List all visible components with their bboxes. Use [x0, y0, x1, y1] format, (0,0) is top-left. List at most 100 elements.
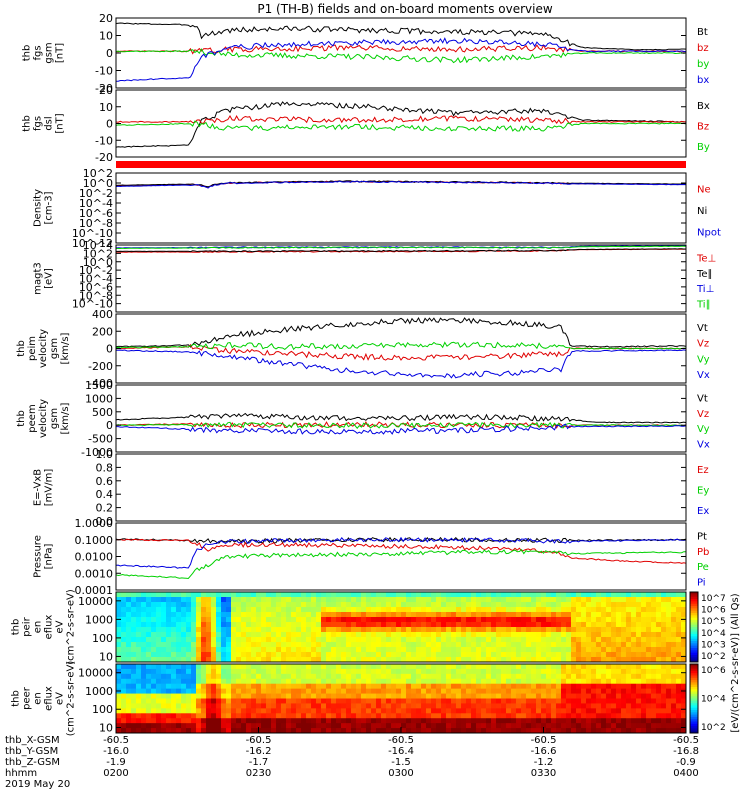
spectrogram-cell [331, 708, 337, 714]
spectrogram-cell [551, 708, 557, 714]
spectrogram-cell [541, 632, 547, 638]
spectrogram-cell [491, 693, 497, 699]
spectrogram-cell [571, 597, 577, 603]
spectrogram-cell [236, 673, 242, 680]
spectrogram-cell [511, 657, 517, 663]
spectrogram-cell [201, 673, 207, 680]
spectrogram-cell [156, 668, 162, 675]
spectrogram-cell [346, 664, 352, 670]
spectrogram-cell [491, 664, 497, 670]
spectrogram-cell [511, 728, 517, 734]
series-line-Pe [115, 548, 687, 580]
spectrogram-cell [596, 597, 602, 603]
spectrogram-cell [536, 673, 542, 680]
spectrogram-cell [496, 627, 502, 633]
spectrogram-cell [261, 617, 267, 623]
spectrogram-cell [491, 617, 497, 623]
spectrogram-cell [291, 642, 297, 648]
spectrogram-cell [631, 664, 637, 670]
spectrogram-cell [406, 668, 412, 675]
spectrogram-cell [221, 728, 227, 734]
colorbar-cell [690, 710, 698, 713]
spectrogram-cell [236, 688, 242, 694]
spectrogram-cell [511, 678, 517, 685]
spectrogram-cell [531, 612, 537, 618]
spectrogram-cell [476, 612, 482, 618]
spectrogram-cell [676, 642, 682, 648]
spectrogram-cell [446, 664, 452, 670]
spectrogram-cell [556, 718, 562, 724]
spectrogram-cell [576, 637, 582, 643]
spectrogram-cell [681, 642, 687, 648]
spectrogram-cell [561, 713, 567, 719]
spectrogram-cell [301, 617, 307, 623]
spectrogram-cell [251, 664, 257, 670]
spectrogram-cell [446, 703, 452, 709]
spectrogram-cell [441, 723, 447, 729]
spectrogram-cell [176, 607, 182, 613]
spectrogram-cell [226, 657, 232, 663]
spectrogram-cell [516, 597, 522, 603]
spectrogram-cell [281, 713, 287, 719]
spectrogram-cell [431, 718, 437, 724]
spectrogram-cell [216, 693, 222, 699]
spectrogram-cell [216, 612, 222, 618]
spectrogram-cell [271, 632, 277, 638]
spectrogram-cell [346, 723, 352, 729]
spectrogram-cell [191, 703, 197, 709]
spectrogram-cell [611, 683, 617, 690]
spectrogram-cell [131, 657, 137, 663]
spectrogram-cell [366, 698, 372, 704]
spectrogram-cell [311, 622, 317, 628]
spectrogram-cell [516, 723, 522, 729]
spectrogram-cell [431, 632, 437, 638]
spectrogram-cell [666, 673, 672, 680]
spectrogram-cell [631, 592, 637, 598]
x-tick-label: 0200 [103, 768, 128, 779]
spectrogram-cell [166, 652, 172, 658]
spectrogram-cell [336, 688, 342, 694]
spectrogram-cell [311, 678, 317, 685]
spectrogram-cell [606, 612, 612, 618]
spectrogram-cell [616, 708, 622, 714]
spectrogram-cell [141, 622, 147, 628]
y-axis-label-line: Density [33, 189, 44, 227]
spectrogram-cell [136, 713, 142, 719]
spectrogram-cell [296, 678, 302, 685]
spectrogram-cell [351, 627, 357, 633]
spectrogram-cell [311, 602, 317, 608]
spectrogram-cell [201, 637, 207, 643]
spectrogram-cell [356, 668, 362, 675]
spectrogram-cell [216, 622, 222, 628]
spectrogram-cell [646, 718, 652, 724]
spectrogram-cell [331, 627, 337, 633]
spectrogram-cell [451, 647, 457, 653]
spectrogram-cell [556, 632, 562, 638]
spectrogram-cell [601, 673, 607, 680]
spectrogram-cell [146, 652, 152, 658]
spectrogram-cell [611, 668, 617, 675]
spectrogram-cell [516, 657, 522, 663]
spectrogram-cell [346, 678, 352, 685]
spectrogram-cell [356, 683, 362, 690]
legend-item: bz [697, 43, 709, 54]
spectrogram-cell [306, 642, 312, 648]
spectrogram-cell [611, 688, 617, 694]
spectrogram-cell [246, 627, 252, 633]
spectrogram-cell [381, 617, 387, 623]
spectrogram-cell [226, 678, 232, 685]
spectrogram-cell [351, 678, 357, 685]
spectrogram-cell [566, 642, 572, 648]
spectrogram-cell [126, 597, 132, 603]
spectrogram-cell [116, 622, 122, 628]
spectrogram-cell [566, 637, 572, 643]
spectrogram-cell [491, 622, 497, 628]
spectrogram-cell [176, 602, 182, 608]
spectrogram-cell [431, 602, 437, 608]
spectrogram-cell [666, 632, 672, 638]
spectrogram-cell [141, 637, 147, 643]
spectrogram-cell [271, 637, 277, 643]
spectrogram-cell [591, 683, 597, 690]
y-tick-label: -10 [95, 65, 113, 78]
spectrogram-cell [466, 597, 472, 603]
